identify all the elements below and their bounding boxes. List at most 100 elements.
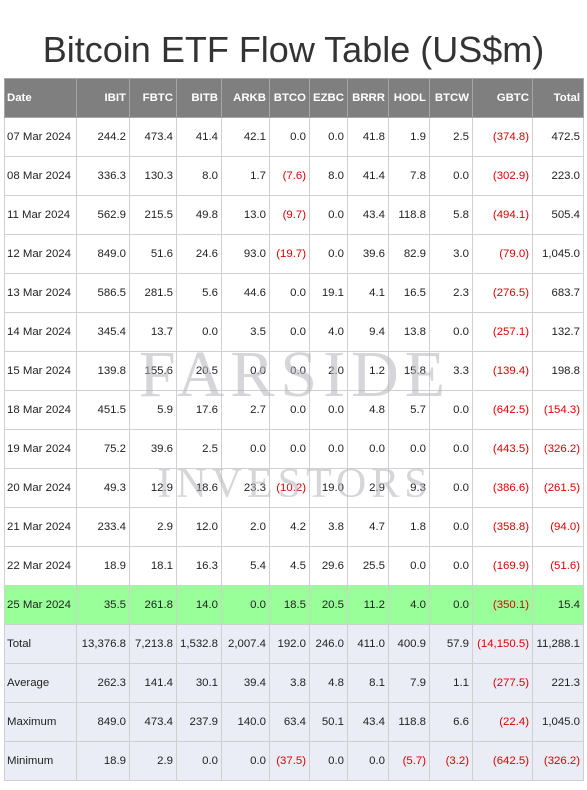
column-header-btco: BTCO — [269, 78, 310, 118]
table-cell: 281.5 — [129, 273, 177, 313]
table-cell: 2.7 — [221, 390, 270, 430]
table-cell: 2.0 — [221, 507, 270, 547]
table-cell: 44.6 — [221, 273, 270, 313]
table-cell: (79.0) — [472, 234, 533, 274]
table-cell: 0.0 — [309, 117, 348, 157]
row-label: Average — [4, 663, 77, 703]
table-cell: 6.6 — [429, 702, 473, 742]
row-label: 12 Mar 2024 — [4, 234, 77, 274]
table-cell: 35.5 — [76, 585, 130, 625]
summary-row: Maximum 849.0 473.4 237.9 140.0 63.4 50.1 43.4 1… — [4, 702, 584, 742]
table-cell: 16.5 — [388, 273, 430, 313]
table-cell: 2,007.4 — [221, 624, 270, 664]
table-cell: 16.3 — [176, 546, 222, 586]
table-cell: 0.0 — [309, 429, 348, 469]
table-cell: (9.7) — [269, 195, 310, 235]
table-cell: 261.8 — [129, 585, 177, 625]
table-cell: 7,213.8 — [129, 624, 177, 664]
table-cell: 2.9 — [129, 507, 177, 547]
table-cell: 244.2 — [76, 117, 130, 157]
row-label: 25 Mar 2024 — [4, 585, 77, 625]
column-header-ibit: IBIT — [76, 78, 130, 118]
table-cell: (494.1) — [472, 195, 533, 235]
table-cell: 1,045.0 — [532, 234, 584, 274]
table-cell: 0.0 — [176, 312, 222, 352]
table-cell: 8.1 — [347, 663, 389, 703]
table-cell: 51.6 — [129, 234, 177, 274]
table-row: 13 Mar 2024 586.5 281.5 5.6 44.6 0.0 19.1 4.1 16… — [4, 273, 584, 313]
table-cell: 141.4 — [129, 663, 177, 703]
table-cell: 63.4 — [269, 702, 310, 742]
table-cell: 12.9 — [129, 468, 177, 508]
row-label: 11 Mar 2024 — [4, 195, 77, 235]
etf-flow-table: Date IBIT FBTC BITB ARKB BTCO EZBC BRRR HODL BTCW… — [4, 78, 584, 781]
table-cell: 11.2 — [347, 585, 389, 625]
row-label: 07 Mar 2024 — [4, 117, 77, 157]
table-cell: 140.0 — [221, 702, 270, 742]
table-cell: 18.6 — [176, 468, 222, 508]
table-cell: 20.5 — [309, 585, 348, 625]
table-cell: 130.3 — [129, 156, 177, 196]
table-cell: 8.0 — [176, 156, 222, 196]
table-cell: 237.9 — [176, 702, 222, 742]
table-cell: 0.0 — [347, 741, 389, 781]
table-cell: 0.0 — [388, 429, 430, 469]
table-cell: 411.0 — [347, 624, 389, 664]
summary-row: Average 262.3 141.4 30.1 39.4 3.8 4.8 8.1 7.9 1.1… — [4, 663, 584, 703]
table-cell: 2.5 — [429, 117, 473, 157]
table-row: 15 Mar 2024 139.8 155.6 20.5 0.0 0.0 2.0 1.2 15.… — [4, 351, 584, 391]
table-cell: 1.9 — [388, 117, 430, 157]
table-cell: 0.0 — [388, 546, 430, 586]
table-cell: 0.0 — [221, 585, 270, 625]
table-cell: 1.8 — [388, 507, 430, 547]
table-cell: (14,150.5) — [472, 624, 533, 664]
table-cell: 2.3 — [429, 273, 473, 313]
table-cell: 223.0 — [532, 156, 584, 196]
column-header-total: Total — [532, 78, 584, 118]
table-cell: 0.0 — [269, 117, 310, 157]
table-cell: 93.0 — [221, 234, 270, 274]
table-cell: 19.1 — [309, 273, 348, 313]
table-cell: 0.0 — [429, 585, 473, 625]
column-header-hodl: HODL — [388, 78, 430, 118]
table-cell: 1.1 — [429, 663, 473, 703]
column-header-bitb: BITB — [176, 78, 222, 118]
table-cell: 233.4 — [76, 507, 130, 547]
table-row: 20 Mar 2024 49.3 12.9 18.6 23.3 (10.2) 19.0 2.9… — [4, 468, 584, 508]
table-cell: (10.2) — [269, 468, 310, 508]
table-cell: 18.5 — [269, 585, 310, 625]
table-cell: 3.0 — [429, 234, 473, 274]
table-cell: 0.0 — [221, 741, 270, 781]
table-cell: (7.6) — [269, 156, 310, 196]
row-label: 14 Mar 2024 — [4, 312, 77, 352]
table-header-row: Date IBIT FBTC BITB ARKB BTCO EZBC BRRR HODL BTCW… — [4, 78, 584, 118]
table-cell: 11,288.1 — [532, 624, 584, 664]
table-cell: 451.5 — [76, 390, 130, 430]
table-cell: 13,376.8 — [76, 624, 130, 664]
table-cell: 29.6 — [309, 546, 348, 586]
table-cell: 473.4 — [129, 117, 177, 157]
table-cell: 4.8 — [347, 390, 389, 430]
table-cell: 4.2 — [269, 507, 310, 547]
row-label: 13 Mar 2024 — [4, 273, 77, 313]
column-header-date: Date — [4, 78, 77, 118]
table-cell: 1,045.0 — [532, 702, 584, 742]
table-cell: 1.7 — [221, 156, 270, 196]
table-cell: 49.8 — [176, 195, 222, 235]
table-cell: 3.5 — [221, 312, 270, 352]
table-cell: 345.4 — [76, 312, 130, 352]
table-row: 14 Mar 2024 345.4 13.7 0.0 3.5 0.0 4.0 9.4 13.8 0… — [4, 312, 584, 352]
table-cell: 5.4 — [221, 546, 270, 586]
table-cell: 400.9 — [388, 624, 430, 664]
row-label: 22 Mar 2024 — [4, 546, 77, 586]
table-cell: (350.1) — [472, 585, 533, 625]
table-cell: 39.4 — [221, 663, 270, 703]
table-cell: 0.0 — [429, 390, 473, 430]
table-cell: 50.1 — [309, 702, 348, 742]
table-cell: 9.3 — [388, 468, 430, 508]
table-cell: 683.7 — [532, 273, 584, 313]
table-cell: (139.4) — [472, 351, 533, 391]
table-cell: 0.0 — [221, 351, 270, 391]
table-cell: 473.4 — [129, 702, 177, 742]
table-cell: (326.2) — [532, 429, 584, 469]
